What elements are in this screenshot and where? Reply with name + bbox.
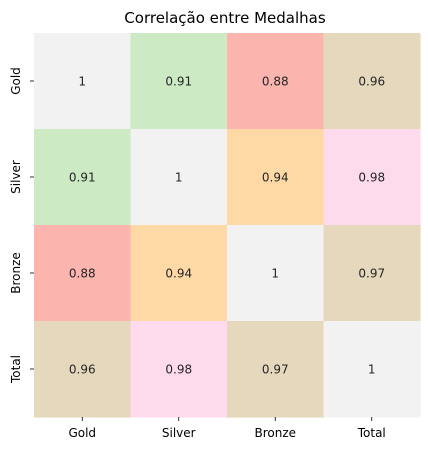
x-axis: Gold Silver Bronze Total bbox=[68, 417, 386, 440]
heatmap-cell-total-total bbox=[323, 321, 421, 418]
x-tick-label-total: Total bbox=[357, 426, 386, 440]
cell-value-label: 0.94 bbox=[165, 267, 192, 281]
cell-value-label: 0.98 bbox=[358, 171, 385, 185]
cell-value-label: 0.94 bbox=[262, 171, 289, 185]
heatmap-cell-bronze-gold bbox=[34, 225, 132, 322]
cell-value-label: 1 bbox=[271, 267, 279, 281]
heatmap-cell-gold-bronze bbox=[227, 33, 325, 130]
chart-title: Correlação entre Medalhas bbox=[124, 9, 326, 27]
heatmap-cell-gold-gold bbox=[34, 33, 132, 130]
cell-value-label: 1 bbox=[368, 363, 376, 377]
cell-value-label: 0.88 bbox=[69, 267, 96, 281]
y-tick-label-total: Total bbox=[9, 355, 23, 384]
heatmap-cell-gold-total bbox=[323, 33, 421, 130]
heatmap-cell-silver-total bbox=[323, 129, 421, 226]
heatmap-cell-gold-silver bbox=[130, 33, 228, 130]
cell-value-label: 0.96 bbox=[69, 363, 96, 377]
cell-value-label: 0.88 bbox=[262, 75, 289, 89]
x-tick-label-gold: Gold bbox=[68, 426, 96, 440]
cell-value-label: 1 bbox=[78, 75, 86, 89]
cell-value-label: 1 bbox=[175, 171, 183, 185]
cell-value-label: 0.91 bbox=[69, 171, 96, 185]
cell-value-label: 0.96 bbox=[358, 75, 385, 89]
heatmap-cell-total-gold bbox=[34, 321, 132, 418]
heatmap-cell-bronze-bronze bbox=[227, 225, 325, 322]
y-tick-label-silver: Silver bbox=[9, 160, 23, 194]
heatmap-cell-silver-bronze bbox=[227, 129, 325, 226]
heatmap-cell-silver-gold bbox=[34, 129, 132, 226]
heatmap-cell-bronze-silver bbox=[130, 225, 228, 322]
x-tick-label-bronze: Bronze bbox=[254, 426, 296, 440]
heatmap-cells: 1 0.91 0.88 0.96 0.91 1 0.94 0.98 0.88 0.94 1 0.97 0… bbox=[34, 33, 421, 418]
x-tick-label-silver: Silver bbox=[162, 426, 196, 440]
heatmap-cell-total-silver bbox=[130, 321, 228, 418]
y-axis: Gold Silver Bronze Total bbox=[9, 67, 34, 384]
y-tick-label-bronze: Bronze bbox=[9, 252, 23, 294]
cell-value-label: 0.91 bbox=[165, 75, 192, 89]
heatmap-cell-total-bronze bbox=[227, 321, 325, 418]
y-tick-label-gold: Gold bbox=[9, 67, 23, 95]
cell-value-label: 0.98 bbox=[165, 363, 192, 377]
cell-value-label: 0.97 bbox=[358, 267, 385, 281]
heatmap-cell-bronze-total bbox=[323, 225, 421, 322]
heatmap-cell-silver-silver bbox=[130, 129, 228, 226]
cell-value-label: 0.97 bbox=[262, 363, 289, 377]
